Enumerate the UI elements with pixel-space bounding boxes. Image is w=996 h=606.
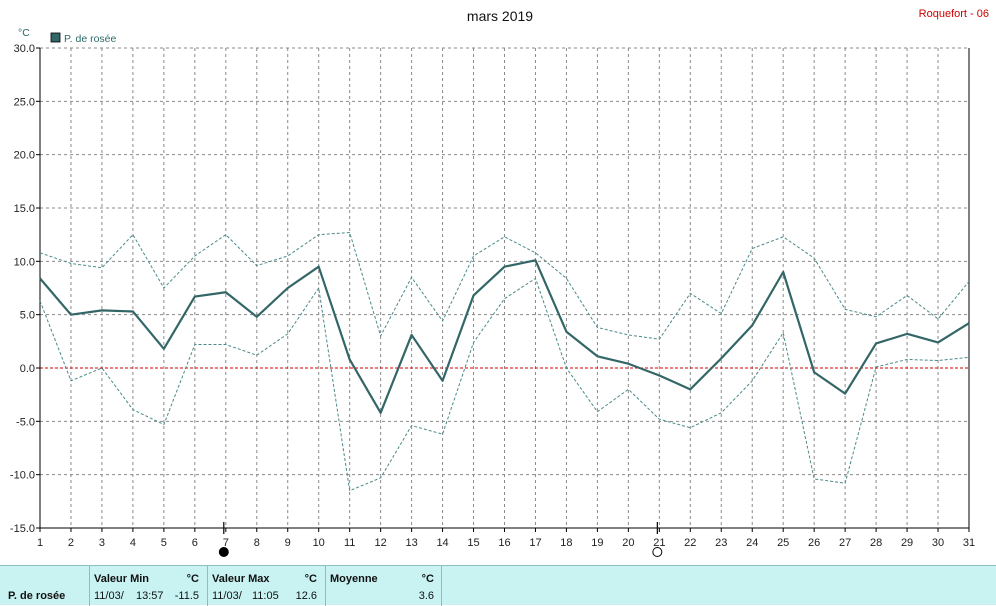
- x-tick-label: 23: [715, 537, 727, 549]
- x-tick-label: 26: [808, 537, 820, 549]
- stats-avg-cell: Moyenne °C 3.6: [326, 566, 441, 606]
- x-tick-label: 7: [223, 537, 229, 549]
- stats-min-value: -11.5: [174, 590, 199, 602]
- chart-title: mars 2019: [467, 8, 533, 24]
- stats-avg-unit: °C: [421, 573, 434, 585]
- stats-separator: [207, 566, 208, 606]
- x-tick-label: 16: [498, 537, 510, 549]
- stats-min-unit: °C: [186, 573, 199, 585]
- y-tick-label: 10.0: [14, 256, 35, 268]
- x-tick-label: 18: [560, 537, 572, 549]
- x-tick-label: 20: [622, 537, 634, 549]
- stats-min-date: 11/03/: [94, 590, 124, 602]
- stats-max-time: 11:05: [252, 590, 279, 602]
- moon-phases: [218, 522, 663, 557]
- series-line-dew-point: [39, 259, 970, 414]
- stats-separator: [441, 566, 442, 606]
- x-tick-label: 25: [777, 537, 789, 549]
- y-tick-label: 30.0: [14, 43, 35, 55]
- stats-separator: [325, 566, 326, 606]
- y-tick-label: -5.0: [16, 416, 35, 428]
- stats-panel: P. de rosée Valeur Min °C 11/03/ 13:57 -…: [0, 565, 996, 606]
- x-tick-label: 4: [130, 537, 136, 549]
- y-tick-label: -10.0: [10, 470, 35, 482]
- x-tick-label: 28: [870, 537, 882, 549]
- x-tick-label: 6: [192, 537, 198, 549]
- y-tick-label: -15.0: [10, 523, 35, 535]
- grid: [40, 47, 969, 528]
- x-tick-label: 22: [684, 537, 696, 549]
- x-tick-label: 31: [963, 537, 975, 549]
- stats-avg-value: 3.6: [418, 590, 434, 602]
- series: [39, 232, 970, 492]
- stats-separator: [89, 566, 90, 606]
- dew-point-chart: mars 2019 Roquefort - 06 °C P. de rosée …: [10, 8, 989, 557]
- legend-label: P. de rosée: [64, 33, 117, 45]
- x-tick-label: 1: [37, 537, 43, 549]
- y-tick-label: 15.0: [14, 203, 35, 215]
- x-tick-label: 19: [591, 537, 603, 549]
- x-tick-label: 21: [653, 537, 665, 549]
- stats-avg-header: Moyenne: [330, 573, 378, 585]
- stats-max-cell: Valeur Max °C 11/03/ 11:05 12.6: [208, 566, 325, 606]
- y-tick-label: 5.0: [20, 310, 35, 322]
- y-tick-label: 25.0: [14, 96, 35, 108]
- stats-max-value: 12.6: [295, 590, 317, 602]
- full-moon-icon: [218, 547, 229, 557]
- new-moon-icon: [652, 547, 663, 557]
- x-tick-label: 3: [99, 537, 105, 549]
- stats-max-header: Valeur Max: [212, 573, 270, 585]
- x-tick-label: 9: [285, 537, 291, 549]
- legend: P. de rosée: [50, 32, 117, 45]
- x-tick-label: 29: [901, 537, 913, 549]
- stats-min-time: 13:57: [136, 590, 164, 602]
- series-line-min: [39, 277, 970, 492]
- x-tick-label: 2: [68, 537, 74, 549]
- x-tick-label: 5: [161, 537, 167, 549]
- stats-max-unit: °C: [304, 573, 317, 585]
- stats-min-cell: Valeur Min °C 11/03/ 13:57 -11.5: [90, 566, 207, 606]
- x-tick-label: 11: [344, 537, 355, 549]
- x-tick-label: 13: [405, 537, 417, 549]
- x-tick-label: 10: [313, 537, 325, 549]
- stats-row-label: P. de rosée: [8, 590, 66, 602]
- x-tick-label: 8: [254, 537, 260, 549]
- y-axis-unit: °C: [18, 27, 30, 39]
- x-tick-label: 12: [375, 537, 387, 549]
- station-name: Roquefort - 06: [919, 8, 989, 20]
- y-tick-label: 0.0: [20, 363, 35, 375]
- x-tick-label: 27: [839, 537, 851, 549]
- x-tick-label: 30: [932, 537, 944, 549]
- legend-swatch: [50, 32, 61, 43]
- stats-max-date: 11/03/: [212, 590, 242, 602]
- stats-min-header: Valeur Min: [94, 573, 150, 585]
- x-tick-label: 15: [467, 537, 479, 549]
- x-tick-label: 14: [436, 537, 448, 549]
- stats-row-label-cell: P. de rosée: [0, 566, 89, 606]
- y-tick-label: 20.0: [14, 150, 35, 162]
- series-line-max: [39, 232, 970, 340]
- x-tick-label: 17: [529, 537, 541, 549]
- axes: 30.0 25.0 20.0 15.0 10.0 5.0 0.0 -5.0 -10.0 -15.0…: [10, 43, 975, 549]
- x-tick-label: 24: [746, 537, 758, 549]
